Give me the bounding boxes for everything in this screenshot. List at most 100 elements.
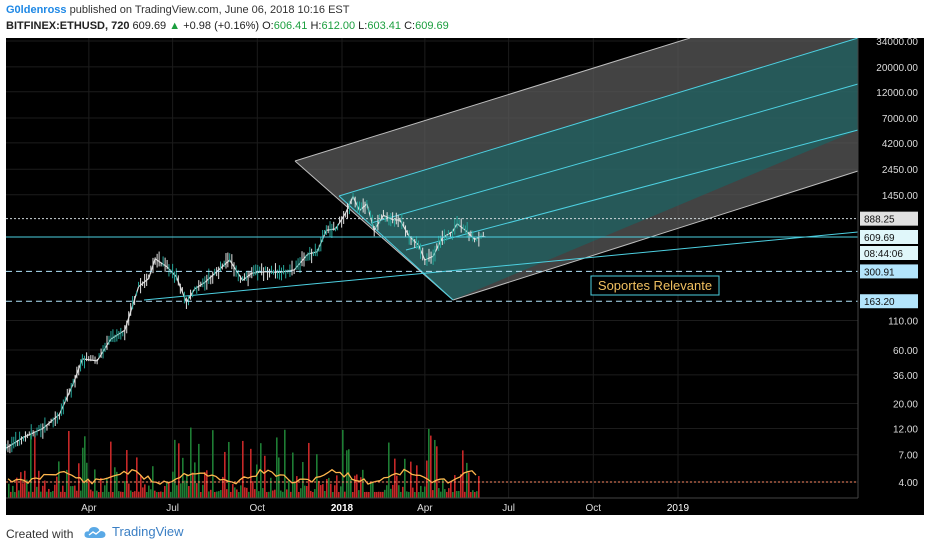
volume-bar (442, 478, 444, 498)
volume-bar (168, 481, 170, 498)
high-value: 612.00 (321, 20, 356, 32)
volume-bar (80, 490, 82, 498)
volume-bar (62, 485, 64, 498)
volume-bar (466, 462, 468, 498)
volume-bar (326, 479, 328, 498)
price-label-bg (860, 211, 918, 226)
volume-bar (142, 487, 144, 498)
volume-bar (216, 491, 218, 498)
y-tick-label: 20.00 (893, 400, 918, 411)
volume-bar (34, 430, 36, 498)
volume-bar (256, 464, 258, 498)
y-tick-label: 110.00 (888, 316, 918, 327)
volume-bar (18, 490, 20, 498)
price-label-bg (860, 264, 918, 279)
volume-bar (368, 491, 370, 498)
y-tick-label: 4.00 (899, 478, 919, 489)
chart-area[interactable]: 34000.00 20000.00 12000.00 7000.00 4200.00 24… (5, 37, 924, 515)
volume-bar (10, 491, 12, 498)
volume-bar (472, 490, 474, 498)
volume-bar (264, 455, 266, 498)
volume-bar (44, 480, 46, 498)
volume-bar (254, 489, 256, 498)
volume-bar (46, 491, 48, 498)
y-tick-label: 7000.00 (882, 114, 919, 125)
grid-lines (6, 38, 858, 498)
volume-bar (192, 472, 194, 498)
volume-bar (176, 485, 178, 498)
volume-bar (204, 471, 206, 498)
y-tick-label: 36.00 (893, 371, 918, 382)
volume-bar (160, 491, 162, 498)
volume-bar (202, 484, 204, 498)
volume-bar (234, 487, 236, 498)
price-axis[interactable]: 34000.00 20000.00 12000.00 7000.00 4200.00 24… (857, 37, 919, 498)
volume-bar (362, 469, 364, 498)
volume-bar (174, 439, 176, 498)
volume-bar (140, 474, 142, 498)
price-label-last: 609.69 (864, 233, 895, 244)
volume-bar (458, 491, 460, 498)
volume-bar (206, 470, 208, 498)
volume-bar (342, 429, 344, 498)
volume-bar (400, 491, 402, 498)
volume-bar (276, 437, 278, 498)
volume-bar (180, 483, 182, 498)
annotation-box[interactable]: Soportes Relevante (590, 275, 720, 296)
time-axis[interactable]: Apr Jul Oct 2018 Apr Jul Oct 2019 (6, 497, 858, 514)
volume-bar (226, 489, 228, 498)
volume-bar (58, 461, 60, 498)
volume-bar (356, 474, 358, 498)
volume-bar (296, 476, 298, 498)
channel-median-line (370, 83, 859, 224)
volume-bar (336, 475, 338, 498)
price-label-bg (860, 245, 918, 260)
volume-bar (250, 448, 252, 498)
volume-bar (266, 491, 268, 498)
volume-bar (370, 483, 372, 498)
volume-bar (310, 490, 312, 498)
last-price: 609.69 (132, 20, 167, 32)
volume-bar (106, 477, 108, 498)
volume-bar (468, 472, 470, 498)
volume-bar (188, 486, 190, 498)
chart-header: G0ldenross published on TradingView.com,… (0, 0, 932, 38)
price-label-hline: 888.25 (864, 215, 895, 226)
volume-bars (6, 427, 858, 498)
up-arrow-icon: ▲ (169, 20, 181, 32)
volume-bar (322, 484, 324, 498)
price-series (5, 192, 486, 454)
volume-bar (274, 489, 276, 498)
ohlc-line: BITFINEX:ETHUSD, 720 609.69 ▲ +0.98 (+0.… (6, 20, 449, 32)
volume-bar (292, 452, 294, 498)
volume-bar (198, 443, 200, 498)
volume-bar (134, 491, 136, 498)
volume-bar (328, 477, 330, 498)
volume-bar (428, 428, 430, 498)
volume-bar (456, 491, 458, 498)
volume-bar (340, 486, 342, 498)
volume-bar (240, 485, 242, 498)
tradingview-logo[interactable]: TradingView (84, 524, 184, 539)
publish-line: G0ldenross published on TradingView.com,… (6, 4, 349, 16)
volume-bar (408, 491, 410, 498)
volume-bar (454, 475, 456, 498)
volume-bar (478, 476, 480, 498)
author-link[interactable]: G0ldenross (6, 4, 67, 16)
volume-bar (302, 462, 304, 498)
annotation-text: Soportes Relevante (598, 278, 712, 293)
price-chart[interactable]: 34000.00 20000.00 12000.00 7000.00 4200.00 24… (5, 37, 924, 515)
volume-bar (388, 442, 390, 498)
volume-bar (88, 480, 90, 498)
close-value: 609.69 (415, 20, 449, 32)
volume-bar (82, 447, 84, 498)
volume-bar (238, 491, 240, 498)
open-label: O: (262, 20, 274, 32)
volume-bar (230, 491, 232, 498)
change-value: +0.98 (+0.16%) (183, 20, 260, 32)
volume-bar (110, 441, 112, 498)
volume-bar (286, 489, 288, 498)
volume-bar (392, 484, 394, 498)
volume-bar (54, 484, 56, 498)
volume-bar (210, 489, 212, 498)
